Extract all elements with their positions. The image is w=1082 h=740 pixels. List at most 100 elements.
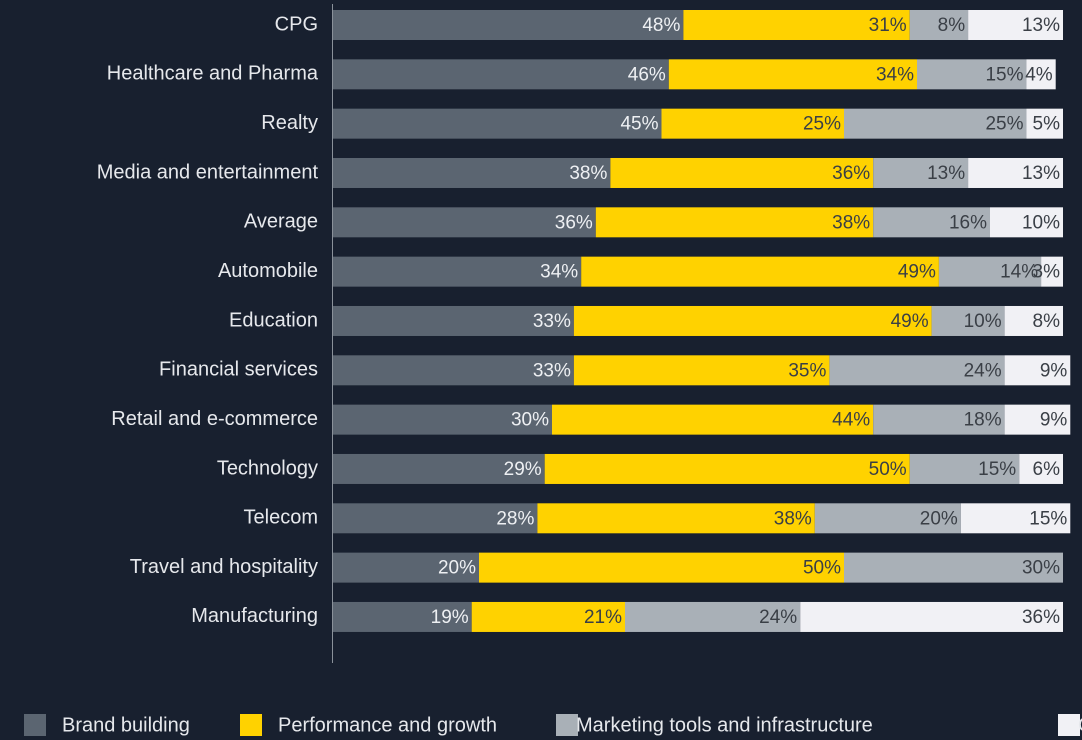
bar-segment [1004,355,1071,386]
bar-segment [829,355,1005,386]
bar-segment [479,552,844,583]
bar-segment [333,355,574,386]
bar-segment [333,601,472,632]
value-label: 10% [964,311,1002,332]
value-label: 44% [832,410,870,431]
value-label: 50% [869,459,907,480]
legend-label: Marketing tools and infrastructure [576,714,873,736]
category-label: Education [229,309,318,331]
value-label: 38% [774,508,812,529]
value-label: 19% [431,607,469,628]
value-label: 50% [803,558,841,579]
bar-segment [968,157,1063,188]
bar-segment [544,453,910,484]
bar-segment [800,601,1063,632]
bar-segment [573,305,932,336]
value-label: 15% [978,459,1016,480]
value-label: 49% [891,311,929,332]
value-label: 49% [898,262,936,283]
value-label: 36% [832,163,870,184]
category-label: Media and entertainment [97,161,319,183]
value-label: 24% [964,360,1002,381]
category-label: Realty [261,112,318,134]
bar-segment [873,404,1005,435]
value-label: 33% [533,311,571,332]
bar-segment [931,305,1005,336]
bar-segment [1026,108,1063,139]
value-label: 30% [1022,558,1060,579]
value-label: 29% [504,459,542,480]
value-label: 20% [438,558,476,579]
bar-segment [333,157,611,188]
legend-swatch [240,714,262,736]
value-label: 5% [1033,114,1061,135]
value-label: 25% [803,114,841,135]
value-label: 15% [985,64,1023,85]
value-label: 46% [628,64,666,85]
legend-label: Other [1078,714,1082,736]
bar-segment [595,207,874,238]
bar-segment [917,59,1027,90]
value-label: 13% [1022,15,1060,36]
value-label: 6% [1033,459,1061,480]
bar-segment [661,108,844,139]
value-label: 38% [832,212,870,233]
value-label: 31% [869,15,907,36]
value-label: 9% [1040,410,1068,431]
bar-segment [909,453,1020,484]
value-label: 13% [927,163,965,184]
value-label: 21% [584,607,622,628]
bar-segment [1041,256,1063,287]
value-label: 8% [1033,311,1061,332]
bar-segment [333,108,662,139]
bar-segment [683,10,910,40]
value-label: 34% [876,64,914,85]
bar-segment [625,601,801,632]
bar-segment [573,355,830,386]
category-label: Technology [217,457,318,479]
value-label: 25% [985,114,1023,135]
bar-segment [1004,305,1063,336]
bar-segment [1026,59,1056,90]
value-label: 45% [620,114,658,135]
category-label: CPG [275,13,318,35]
category-label: Manufacturing [191,605,318,627]
value-label: 24% [759,607,797,628]
bar-segment [333,305,574,336]
category-label: Financial services [159,359,318,381]
bar-segment [333,503,538,534]
bar-segment [1004,404,1071,435]
bar-segment [668,59,917,90]
legend-label: Brand building [62,714,190,736]
bar-segment [844,552,1063,583]
value-label: 15% [1029,508,1067,529]
category-label: Telecom [244,507,318,529]
value-label: 33% [533,360,571,381]
legend-swatch [24,714,46,736]
bar-segment [610,157,874,188]
value-label: 48% [642,15,680,36]
value-label: 10% [1022,212,1060,233]
category-label: Retail and e-commerce [111,408,318,430]
category-label: Travel and hospitality [130,556,318,578]
value-label: 13% [1022,163,1060,184]
value-label: 28% [496,508,534,529]
value-label: 30% [511,410,549,431]
value-label: 9% [1040,360,1068,381]
value-label: 8% [938,15,966,36]
category-label: Healthcare and Pharma [107,63,319,85]
value-label: 14% [1000,262,1038,283]
value-label: 36% [555,212,593,233]
bar-segment [938,256,1042,287]
value-label: 34% [540,262,578,283]
category-label: Average [244,211,318,233]
bar-segment [968,10,1063,40]
bar-segment [844,108,1027,139]
bar-segment [333,453,545,484]
bar-segment [990,207,1063,238]
value-label: 4% [1025,64,1053,85]
bar-segment [333,552,479,583]
value-label: 18% [964,410,1002,431]
